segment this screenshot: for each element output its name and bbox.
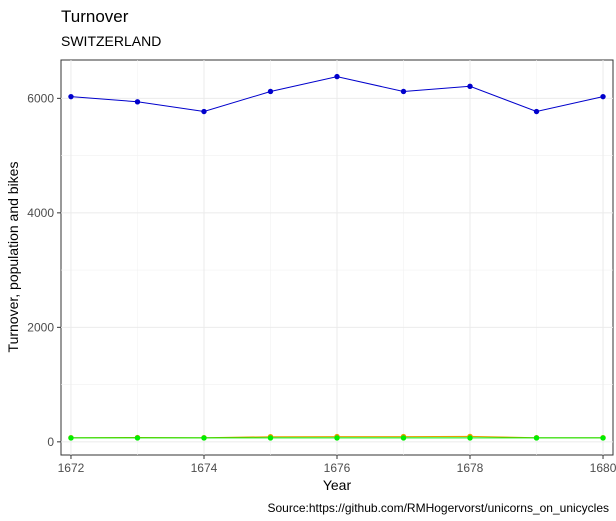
y-axis-label: Turnover, population and bikes (5, 162, 21, 353)
data-point (600, 93, 606, 100)
source-caption: Source:https://github.com/RMHogervorst/u… (268, 501, 610, 515)
grid-lines (61, 60, 613, 455)
y-axis-ticks: 0 2000 4000 6000 (27, 91, 61, 449)
series-layer (68, 73, 606, 441)
x-tick-label: 1676 (324, 461, 351, 475)
data-point (201, 108, 207, 115)
y-tick-label: 4000 (27, 206, 54, 220)
chart-subtitle: SWITZERLAND (61, 33, 161, 49)
data-point (267, 88, 274, 95)
data-point (400, 435, 407, 441)
x-axis-label: Year (323, 477, 352, 493)
chart-title: Turnover (61, 7, 129, 26)
x-tick-label: 1680 (590, 461, 616, 475)
data-point (334, 73, 340, 80)
series-3 (68, 435, 606, 441)
data-point (134, 435, 141, 441)
data-point (400, 88, 407, 95)
data-point (68, 93, 74, 100)
x-tick-label: 1672 (58, 461, 85, 475)
y-tick-label: 6000 (27, 91, 54, 105)
data-point (134, 99, 141, 105)
x-tick-label: 1678 (457, 461, 484, 475)
data-point (600, 435, 606, 441)
x-axis-ticks: 1672 1674 1676 1678 1680 (58, 455, 616, 475)
data-point (533, 108, 540, 115)
data-point (467, 435, 473, 441)
y-tick-label: 0 (47, 435, 54, 449)
y-tick-label: 2000 (27, 320, 54, 334)
series-1 (68, 73, 606, 115)
data-point (201, 435, 207, 441)
data-point (533, 435, 540, 441)
data-point (334, 435, 340, 441)
data-point (267, 435, 274, 441)
data-point (68, 435, 74, 441)
data-point (467, 83, 473, 90)
x-tick-label: 1674 (191, 461, 218, 475)
